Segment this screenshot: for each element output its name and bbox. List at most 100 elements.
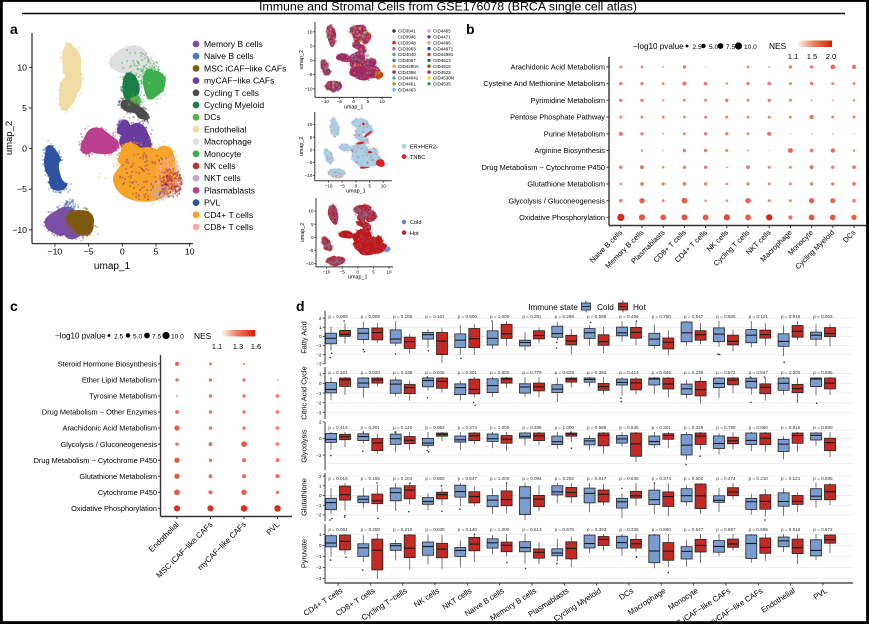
svg-text:CID44971: CID44971 [433,46,454,51]
svg-text:5.0: 5.0 [133,334,142,341]
svg-text:Plasmablasts: Plasmablasts [204,185,255,195]
svg-text:−1: −1 [316,503,322,508]
svg-text:p = 1.000: p = 1.000 [781,370,801,375]
svg-text:0: 0 [319,436,322,441]
svg-text:1.1: 1.1 [788,52,799,61]
svg-text:2.5: 2.5 [693,44,702,51]
svg-text:Pyrimidine Metabolism: Pyrimidine Metabolism [531,96,605,105]
svg-text:p = 0.268: p = 0.268 [555,314,575,319]
svg-text:Macrophage: Macrophage [204,137,252,147]
svg-text:p = 0.140: p = 0.140 [393,425,413,430]
svg-text:p = 0.020: p = 0.020 [361,370,381,375]
svg-text:10: 10 [307,29,313,34]
svg-text:Immune state: Immune state [528,303,578,312]
svg-text:0: 0 [310,58,313,63]
svg-text:p = 0.121: p = 0.121 [781,476,801,481]
svg-text:Glutathione Metabolism: Glutathione Metabolism [79,472,157,481]
svg-text:Fatty Acid: Fatty Acid [300,321,309,353]
svg-text:CID4398: CID4398 [398,70,416,75]
svg-text:p = 0.238: p = 0.238 [684,370,704,375]
svg-text:2.5: 2.5 [114,334,123,341]
svg-text:umap_2: umap_2 [299,50,305,69]
svg-text:−log10 pvalue: −log10 pvalue [633,42,684,51]
svg-text:myCAF−like CAFs: myCAF−like CAFs [204,76,274,86]
svg-text:p = 0.972: p = 0.972 [716,370,736,375]
svg-text:−5: −5 [307,72,313,77]
svg-text:p = 0.089: p = 0.089 [328,314,348,319]
svg-text:Hot: Hot [410,231,419,237]
svg-text:p = 0.301: p = 0.301 [361,425,381,430]
svg-text:d: d [296,298,305,314]
svg-text:−10: −10 [323,269,331,274]
svg-text:p = 0.800: p = 0.800 [490,370,510,375]
svg-text:p = 0.547: p = 0.547 [749,370,769,375]
svg-text:Glutathione Metabolism: Glutathione Metabolism [527,180,605,189]
svg-text:umap_2: umap_2 [300,223,306,242]
svg-text:CD8+ T cells: CD8+ T cells [204,222,253,232]
svg-text:Immune and Stromal Cells from: Immune and Stromal Cells from GSE176078 … [259,0,637,14]
svg-text:p = 0.064: p = 0.064 [328,527,348,532]
svg-text:CID4461: CID4461 [398,82,416,87]
svg-text:5: 5 [372,269,375,274]
svg-text:−log10 pvalue: −log10 pvalue [55,332,106,341]
svg-text:5: 5 [154,247,159,257]
svg-text:−10: −10 [305,86,313,91]
svg-text:0: 0 [355,183,358,188]
svg-text:CID3946: CID3946 [398,35,416,40]
svg-text:a: a [10,21,18,37]
svg-text:p = 0.161: p = 0.161 [328,370,348,375]
svg-text:p = 0.547: p = 0.547 [684,527,704,532]
svg-text:−10: −10 [12,225,27,235]
svg-text:−10: −10 [325,183,333,188]
svg-text:p = 0.588: p = 0.588 [587,314,607,319]
svg-text:10: 10 [185,247,195,257]
svg-text:Naive B cells: Naive B cells [204,51,254,61]
svg-text:p = 0.336: p = 0.336 [522,425,542,430]
svg-text:−5: −5 [337,99,343,104]
svg-text:PVL: PVL [204,198,220,208]
svg-text:DCs: DCs [204,112,221,122]
svg-text:0: 0 [319,334,322,339]
svg-text:p = 0.588: p = 0.588 [587,425,607,430]
svg-text:p = 0.697: p = 0.697 [716,527,736,532]
svg-text:p = 0.916: p = 0.916 [781,314,801,319]
svg-text:Cysteine And Methionine Metabo: Cysteine And Methionine Metabolism [483,79,605,88]
svg-text:p = 0.547: p = 0.547 [684,314,704,319]
svg-text:CID3941: CID3941 [398,29,416,34]
svg-text:p = 1.000: p = 1.000 [490,476,510,481]
svg-text:CID4515: CID4515 [433,64,451,69]
svg-text:p = 0.374: p = 0.374 [716,476,736,481]
svg-text:0: 0 [319,493,322,498]
svg-text:p = 1.000: p = 1.000 [490,527,510,532]
svg-text:−2: −2 [316,453,322,458]
svg-text:10: 10 [381,183,387,188]
svg-text:p = 0.053: p = 0.053 [425,425,445,430]
svg-text:−2: −2 [316,352,322,357]
svg-text:p = 0.301: p = 0.301 [652,425,672,430]
svg-text:10.0: 10.0 [744,44,757,51]
svg-text:p = 0.500: p = 0.500 [458,314,478,319]
svg-text:TNBC: TNBC [410,155,425,161]
svg-text:0: 0 [357,269,360,274]
svg-text:0: 0 [22,144,27,154]
svg-text:−5: −5 [340,269,346,274]
svg-text:10: 10 [17,62,27,72]
svg-text:5.0: 5.0 [709,44,718,51]
svg-text:p = 0.595: p = 0.595 [813,476,833,481]
svg-text:1: 1 [319,532,322,537]
svg-text:p = 0.063: p = 0.063 [813,314,833,319]
svg-text:p = 0.676: p = 0.676 [555,527,575,532]
svg-text:p = 0.094: p = 0.094 [522,476,542,481]
svg-text:Glycolysis: Glycolysis [300,429,309,463]
svg-text:10: 10 [386,269,392,274]
svg-text:CID4530N: CID4530N [433,76,454,81]
svg-text:−1: −1 [316,391,322,396]
svg-text:−3: −3 [316,410,322,415]
svg-text:Cycling Myeloid: Cycling Myeloid [204,100,264,110]
svg-text:p = 0.202: p = 0.202 [555,476,575,481]
svg-text:CID4471: CID4471 [433,35,451,40]
svg-text:1: 1 [319,371,322,376]
svg-text:−1: −1 [316,343,322,348]
svg-text:Drug Metabolism − Cytochrome P: Drug Metabolism − Cytochrome P450 [34,456,157,465]
svg-text:p = 0.185: p = 0.185 [393,314,413,319]
